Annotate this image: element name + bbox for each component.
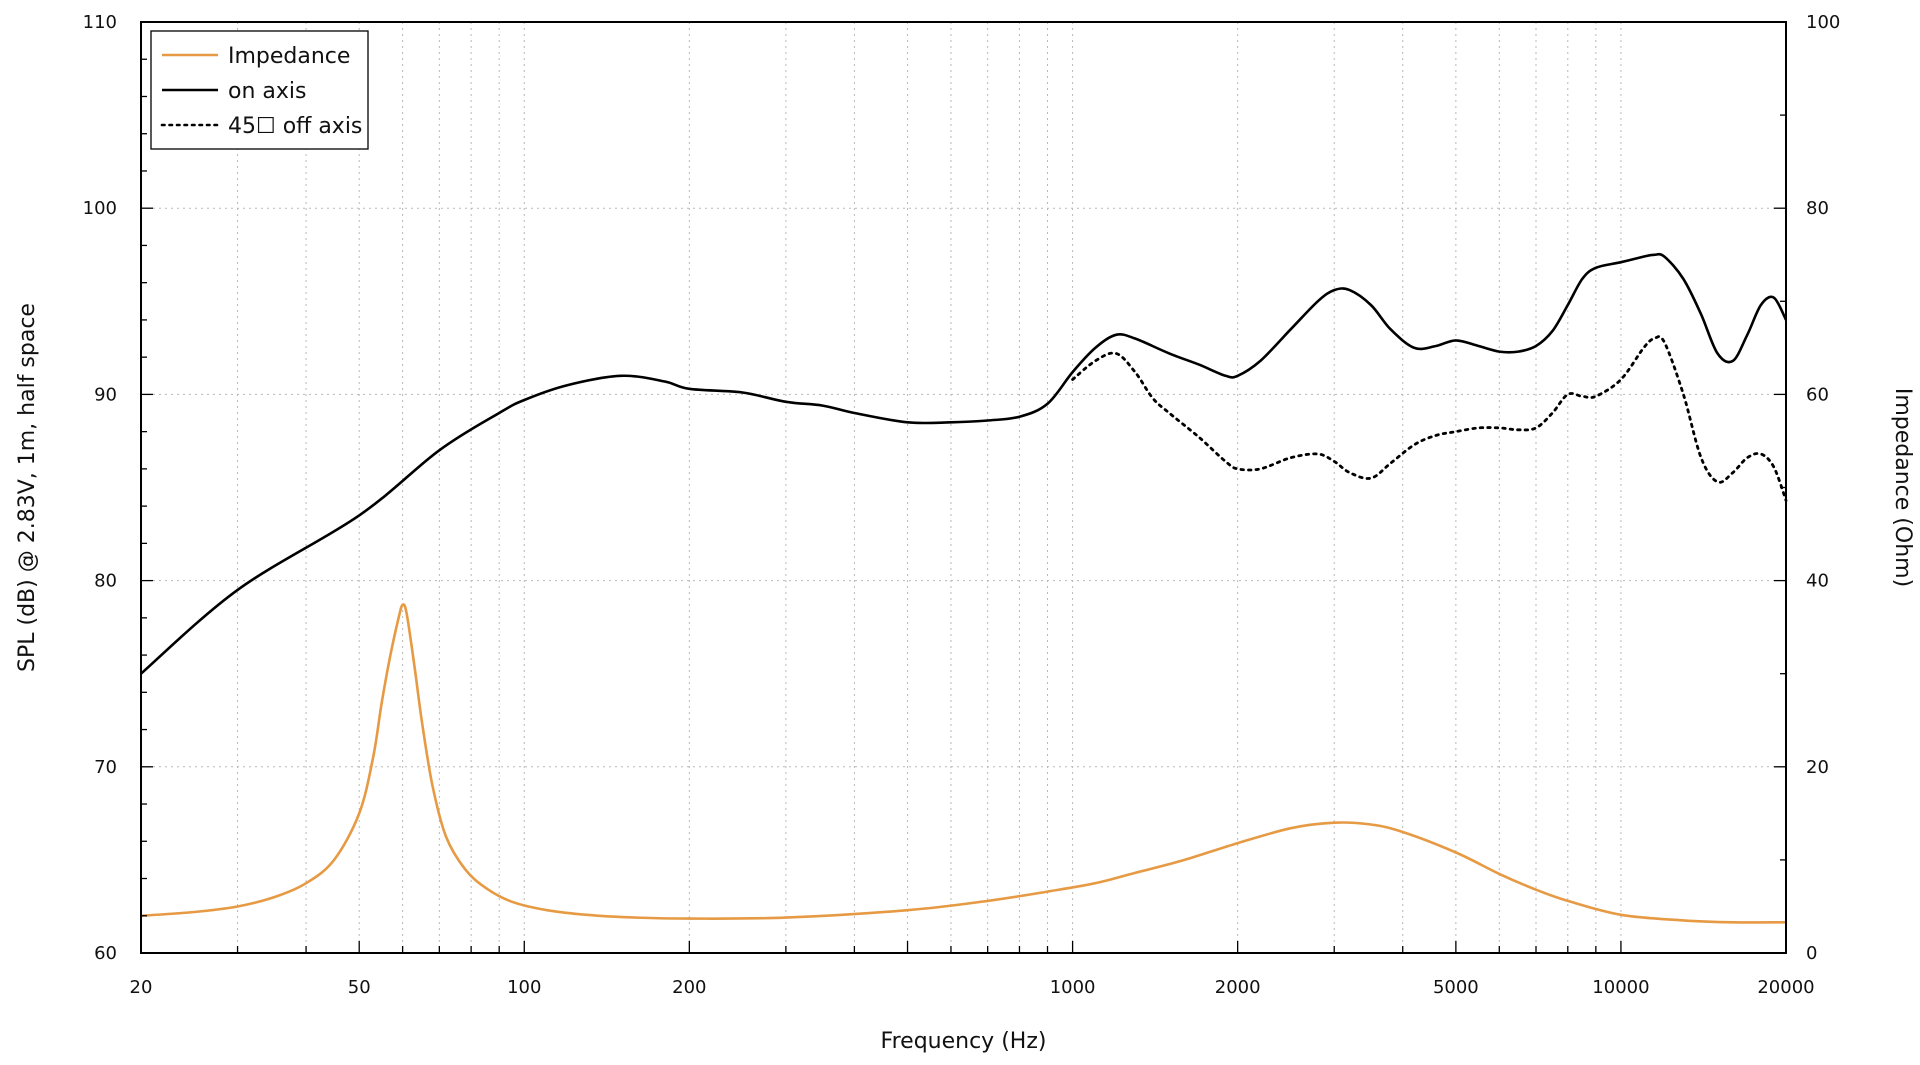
legend-label: Impedance bbox=[228, 44, 350, 69]
legend: Impedance on axis 45☐ off axis bbox=[150, 30, 369, 150]
y-tick-label: 70 bbox=[94, 757, 117, 778]
x-tick-label: 2000 bbox=[1215, 977, 1261, 998]
x-tick-label: 20 bbox=[130, 977, 153, 998]
x-axis-title: Frequency (Hz) bbox=[881, 1029, 1047, 1054]
x-tick-label: 5000 bbox=[1433, 977, 1479, 998]
y2-tick-label: 20 bbox=[1806, 757, 1829, 778]
x-tick-label: 20000 bbox=[1757, 977, 1814, 998]
x-tick-label: 100 bbox=[507, 977, 541, 998]
tick-labels: 20 50 100 200 1000 2000 5000 10000 2000060708090… bbox=[83, 12, 1841, 998]
series-line-45-off-axis bbox=[1071, 335, 1788, 502]
x-tick-label: 1000 bbox=[1050, 977, 1096, 998]
legend-label: 45☐ off axis bbox=[228, 114, 362, 139]
y2-tick-label: 60 bbox=[1806, 384, 1829, 405]
y-axis-title: SPL (dB) @ 2.83V, 1m, half space bbox=[15, 303, 40, 672]
y2-axis-title: Impedance (Ohm) bbox=[1890, 388, 1915, 587]
x-tick-label: 50 bbox=[348, 977, 371, 998]
y2-tick-label: 100 bbox=[1806, 12, 1840, 33]
series-line-impedance bbox=[140, 603, 1787, 924]
y-tick-label: 90 bbox=[94, 384, 117, 405]
y-tick-label: 100 bbox=[83, 198, 117, 219]
series-line-on-axis bbox=[140, 252, 1788, 675]
y2-tick-label: 80 bbox=[1806, 198, 1829, 219]
y2-tick-label: 0 bbox=[1806, 943, 1817, 964]
x-tick-label: 10000 bbox=[1592, 977, 1649, 998]
series-layer bbox=[140, 252, 1788, 924]
legend-label: on axis bbox=[228, 79, 306, 104]
y2-tick-label: 40 bbox=[1806, 571, 1829, 592]
grid bbox=[141, 22, 1786, 953]
y-tick-label: 60 bbox=[94, 943, 117, 964]
x-tick-label: 200 bbox=[672, 977, 706, 998]
y-tick-label: 80 bbox=[94, 571, 117, 592]
plot-frame bbox=[140, 21, 1787, 954]
y-tick-label: 110 bbox=[83, 12, 117, 33]
ticks bbox=[141, 21, 1786, 954]
